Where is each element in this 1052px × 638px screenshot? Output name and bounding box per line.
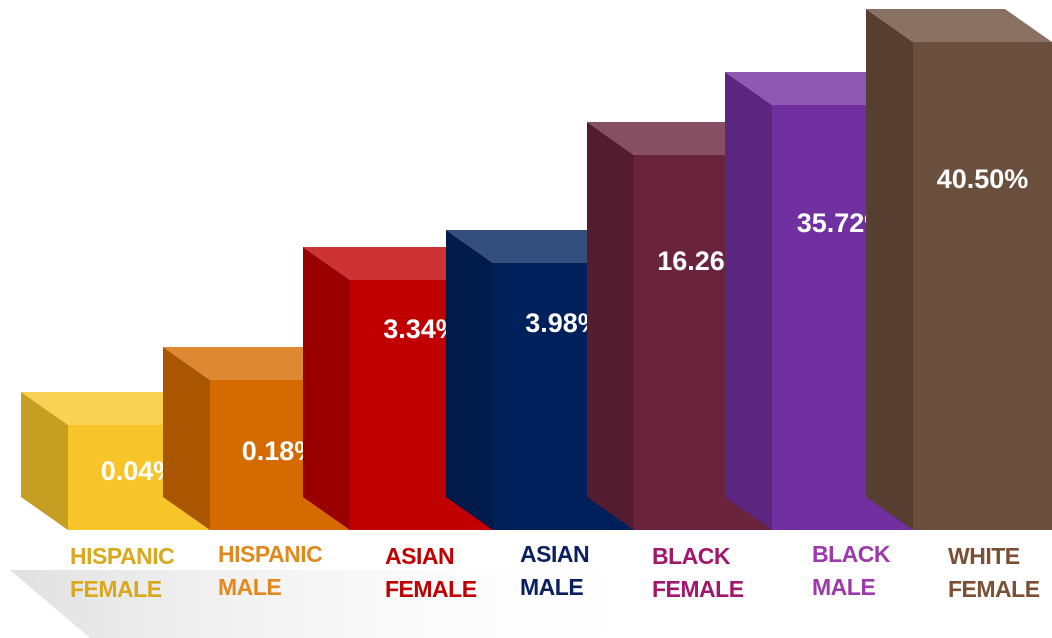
bar-side (446, 230, 493, 530)
bar-side (303, 247, 350, 530)
category-label: ASIAN MALE (520, 541, 590, 600)
category-label: HISPANIC FEMALE (70, 543, 175, 602)
bar-top (21, 392, 210, 425)
value-label: 40.50% (937, 164, 1029, 194)
floor-shadow (10, 570, 680, 638)
bar (913, 42, 1052, 530)
category-label: WHITE FEMALE (948, 543, 1040, 602)
bar-top (866, 9, 1052, 42)
bar-side (587, 122, 634, 530)
category-label: BLACK FEMALE (652, 543, 744, 602)
bar-side (725, 72, 772, 530)
bar-side (866, 9, 913, 530)
category-label: ASIAN FEMALE (385, 543, 477, 602)
category-label: HISPANIC MALE (218, 541, 323, 600)
bar-side (21, 392, 68, 530)
bar-top (303, 247, 493, 280)
bar-side (163, 347, 210, 530)
category-label: BLACK MALE (812, 541, 891, 600)
